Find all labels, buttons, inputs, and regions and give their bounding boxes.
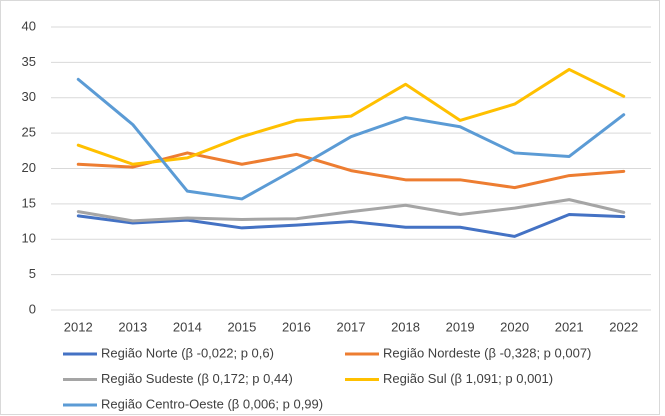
x-tick-label: 2022 (609, 319, 638, 334)
y-tick-label: 40 (22, 18, 36, 33)
x-tick-label: 2015 (227, 319, 256, 334)
x-tick-label: 2014 (173, 319, 202, 334)
legend-label: Região Nordeste (β -0,328; p 0,007) (383, 345, 591, 360)
y-tick-label: 10 (22, 231, 36, 246)
line-series (76, 77, 626, 201)
y-tick-label: 5 (29, 266, 36, 281)
legend-label: Região Centro-Oeste (β 0,006; p 0,99) (101, 396, 323, 411)
line-series (76, 67, 626, 166)
y-tick-label: 30 (22, 89, 36, 104)
y-tick-label: 35 (22, 54, 36, 69)
y-tick-label: 15 (22, 195, 36, 210)
x-tick-label: 2017 (337, 319, 366, 334)
x-tick-label: 2013 (118, 319, 147, 334)
y-tick-label: 20 (22, 160, 36, 175)
x-tick-label: 2016 (282, 319, 311, 334)
legend-label: Região Norte (β -0,022; p 0,6) (101, 345, 274, 360)
y-tick-label: 0 (29, 301, 36, 316)
x-tick-label: 2012 (64, 319, 93, 334)
y-tick-label: 25 (22, 125, 36, 140)
x-tick-label: 2019 (446, 319, 475, 334)
line-series (76, 198, 626, 223)
x-tick-label: 2018 (391, 319, 420, 334)
x-tick-label: 2021 (555, 319, 584, 334)
legend-label: Região Sul (β 1,091; p 0,001) (383, 371, 553, 386)
x-tick-label: 2020 (500, 319, 529, 334)
line-series (76, 151, 626, 190)
line-series (76, 212, 626, 238)
legend-label: Região Sudeste (β 0,172; p 0,44) (101, 371, 293, 386)
